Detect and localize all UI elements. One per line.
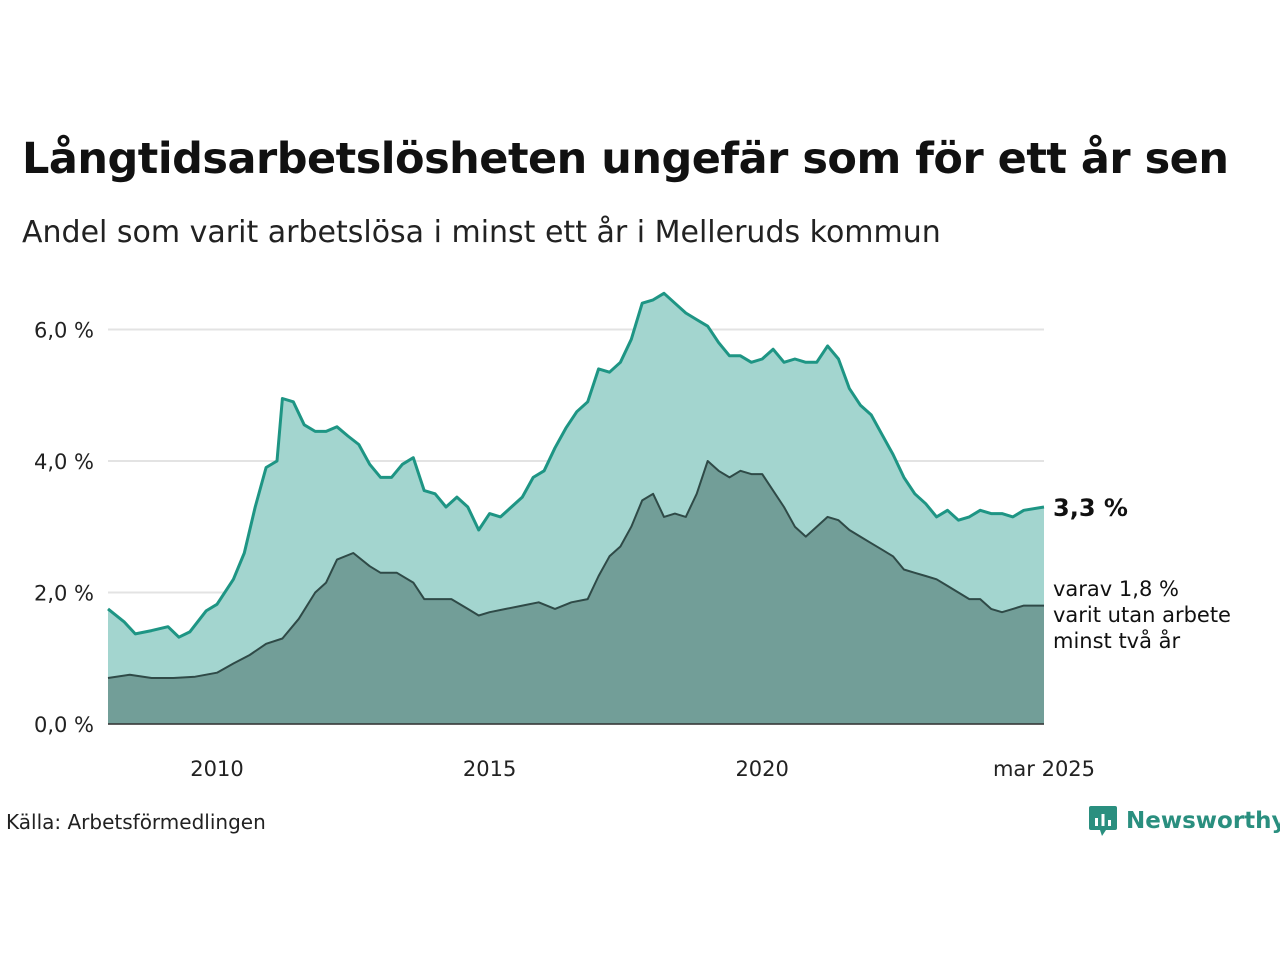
chart-title: Långtidsarbetslösheten ungefär som för e… [22,134,1229,184]
x-tick-label: 2015 [463,757,516,781]
x-tick-label: 2020 [735,757,788,781]
series-1-line [107,291,1045,639]
area-layer [107,291,1045,724]
y-tick-label: 4,0 % [34,450,94,474]
series-2-area [108,461,1044,724]
brand-name: Newsworthy [1126,808,1280,834]
series-2-line [107,460,1044,679]
y-tick-label: 0,0 % [34,713,94,737]
y-tick-label: 6,0 % [34,318,94,342]
axis-layer: 0,0 % 2,0 % 4,0 % 6,0 % 2010 2015 2020 mar 2025 [34,318,1095,781]
brand-logo: Newsworthy [1088,804,1280,838]
newsworthy-icon [1089,806,1117,836]
y-tick-label: 2,0 % [34,581,94,605]
source-note: Källa: Arbetsförmedlingen [6,810,266,834]
chart-subtitle: Andel som varit arbetslösa i minst ett å… [22,215,941,250]
x-tick-label: mar 2025 [993,757,1095,781]
x-tick-label: 2010 [190,757,243,781]
end-note-line: varit utan arbete [1053,603,1231,627]
end-note-line: minst två år [1053,628,1181,653]
end-note-line: varav 1,8 % [1053,577,1179,601]
end-value-label: 3,3 % [1053,494,1128,522]
